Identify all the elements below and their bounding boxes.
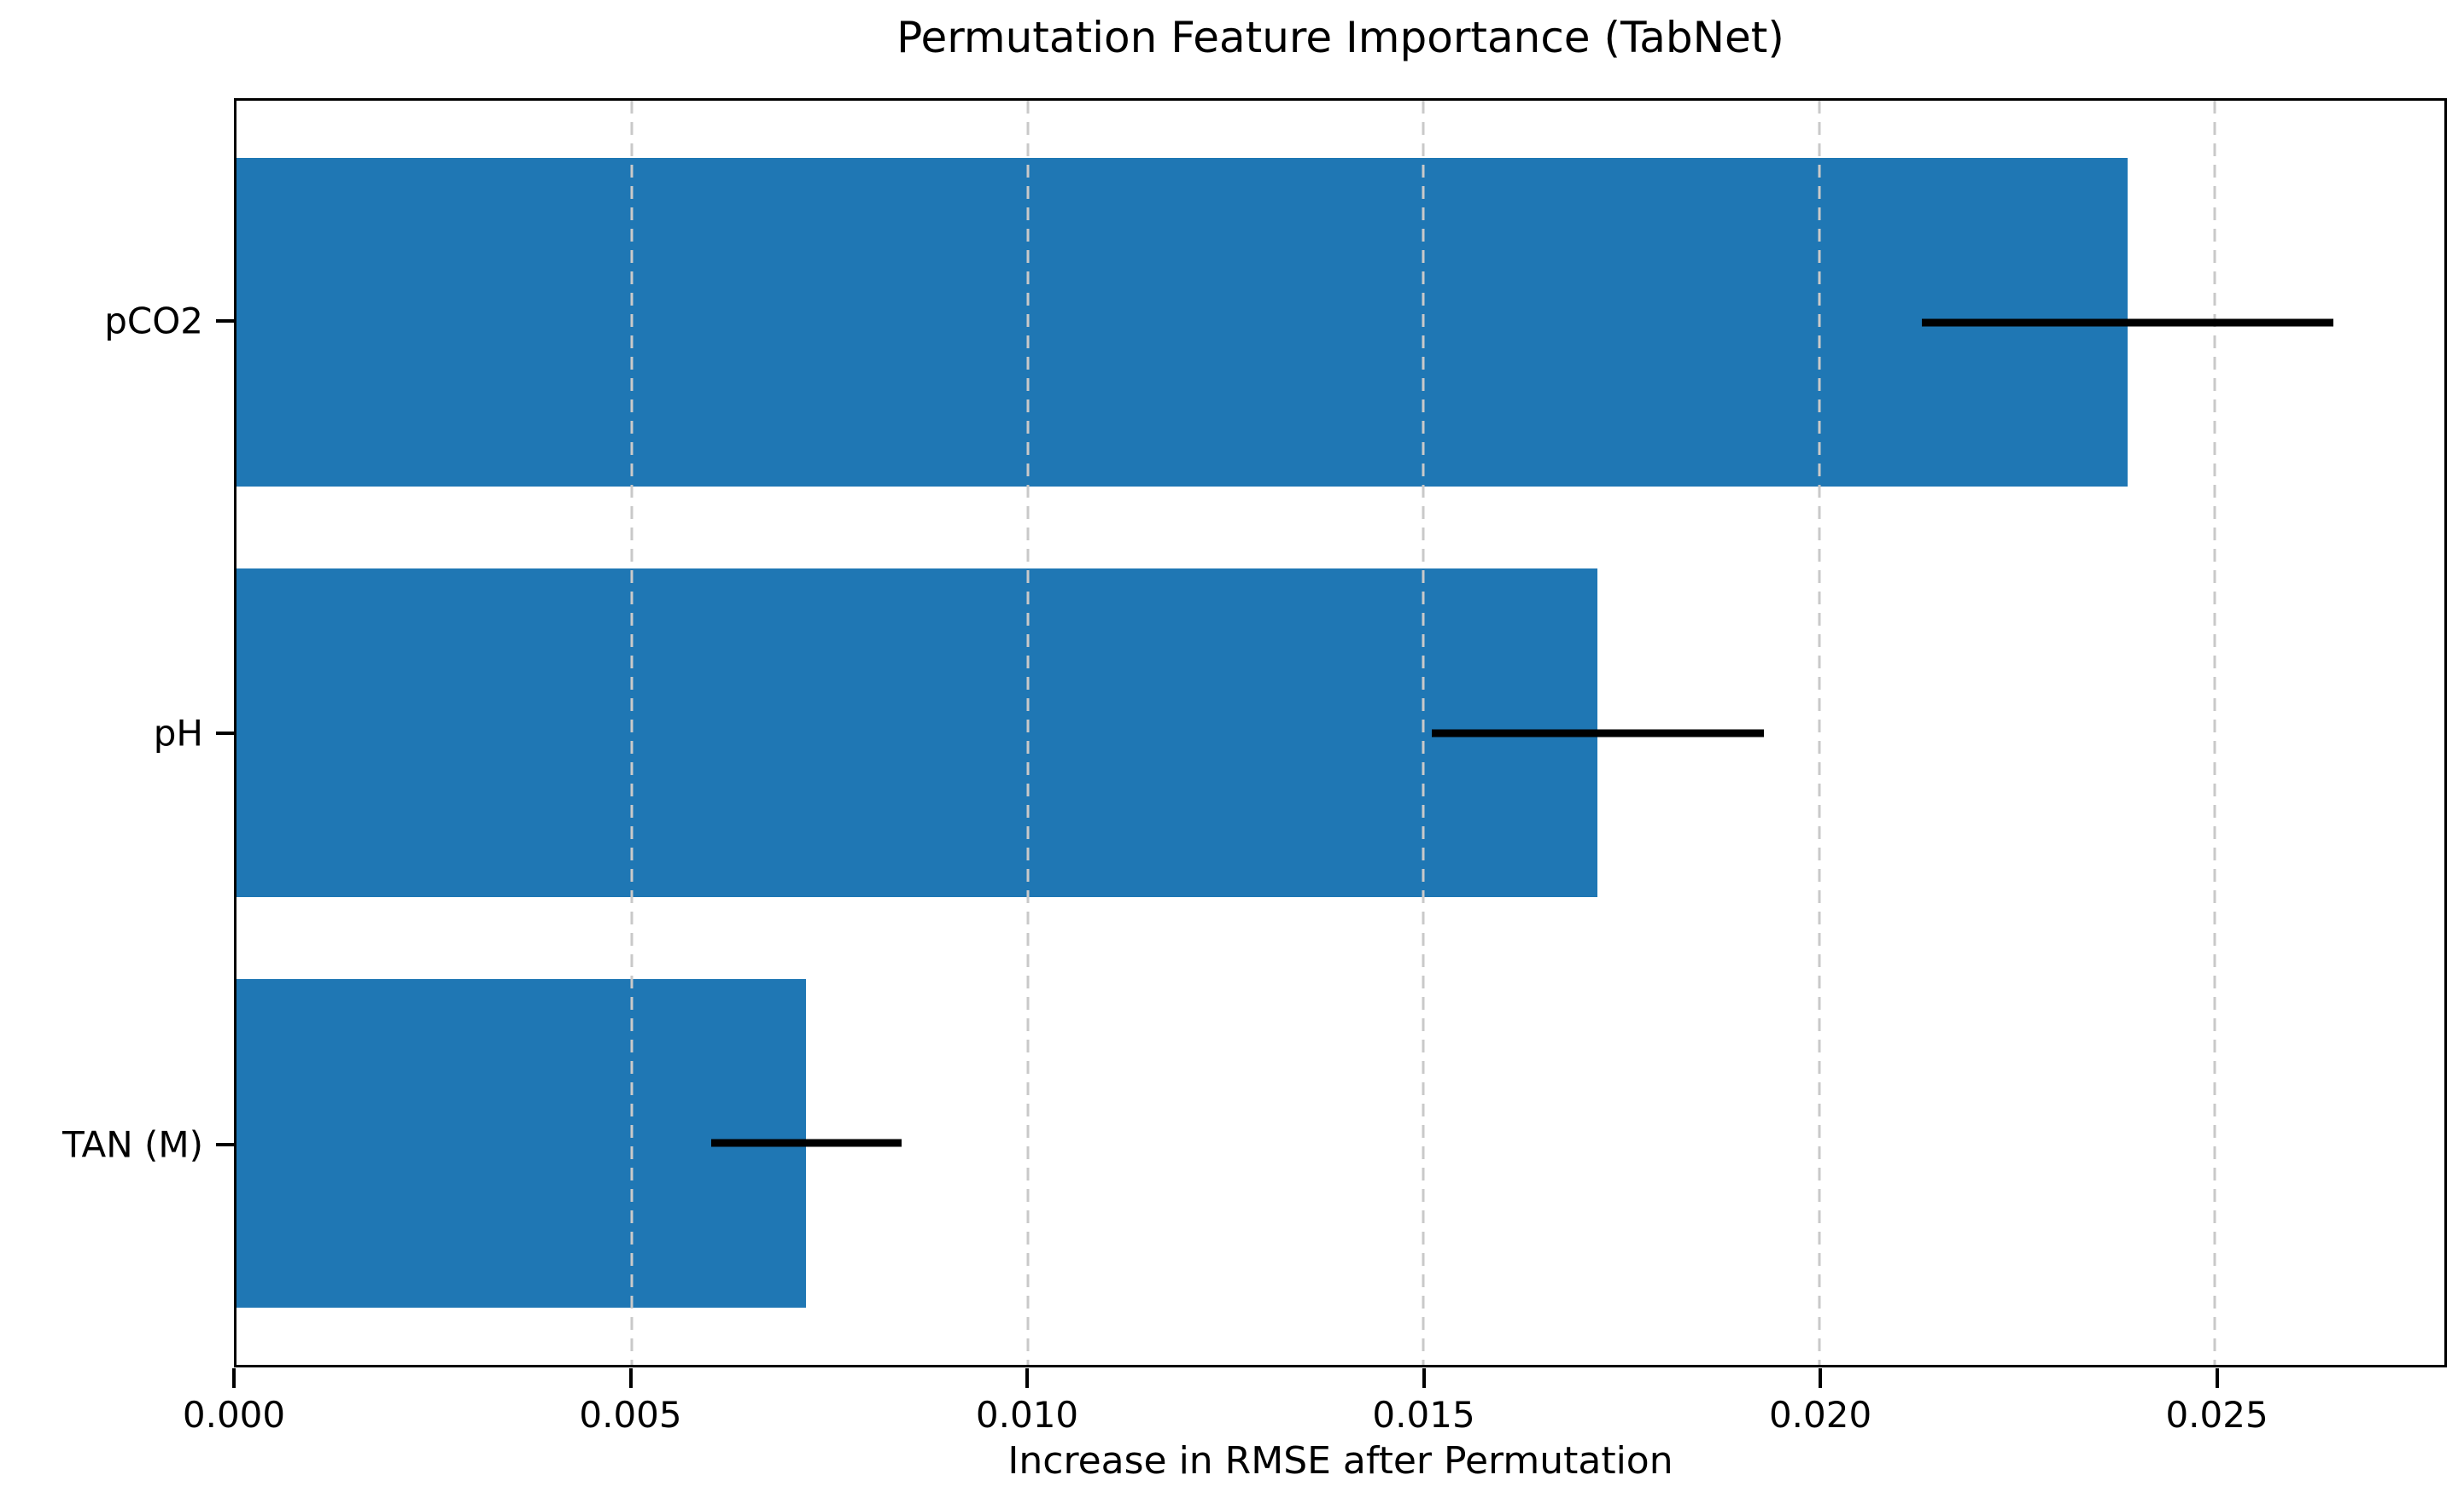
x-tick-mark [628, 1368, 633, 1388]
x-tick-mark [1025, 1368, 1030, 1388]
chart-title: Permutation Feature Importance (TabNet) [896, 13, 1784, 62]
x-tick-label: 0.020 [1768, 1394, 1872, 1436]
y-axis: pCO2 pH TAN (M) [0, 98, 234, 1367]
x-tick-mark [232, 1368, 236, 1388]
bar-pco2 [236, 158, 2128, 487]
x-tick-label: 0.000 [182, 1394, 286, 1436]
x-tick-label: 0.015 [1372, 1394, 1475, 1436]
gridline-0.015 [1422, 101, 1425, 1365]
x-tick-label: 0.025 [2165, 1394, 2268, 1436]
x-tick-mark [2215, 1368, 2219, 1388]
x-axis: 0.000 0.005 0.010 0.015 0.020 0.025 [183, 1368, 2447, 1462]
y-tick-label: pH [153, 712, 203, 754]
error-bar-tan-m [711, 1139, 902, 1147]
bar-tan-m [236, 979, 807, 1308]
plot-area [234, 98, 2447, 1367]
x-tick-label: 0.010 [975, 1394, 1079, 1436]
bar-ph [236, 568, 1598, 897]
gridline-0.020 [1818, 101, 1821, 1365]
x-tick-label: 0.005 [579, 1394, 682, 1436]
y-tick-mark [216, 731, 234, 735]
gridline-0.010 [1026, 101, 1030, 1365]
y-tick-mark [216, 318, 234, 323]
gridline-0.025 [2213, 101, 2216, 1365]
x-axis-title: Increase in RMSE after Permutation [1007, 1439, 1673, 1483]
error-bar-ph [1431, 729, 1764, 737]
error-bar-pco2 [1922, 318, 2334, 327]
gridline-0.005 [630, 101, 634, 1365]
x-tick-mark [1819, 1368, 1823, 1388]
x-tick-mark [1422, 1368, 1426, 1388]
y-tick-label: pCO2 [104, 300, 203, 342]
y-tick-mark [216, 1143, 234, 1147]
y-tick-label: TAN (M) [62, 1123, 203, 1166]
